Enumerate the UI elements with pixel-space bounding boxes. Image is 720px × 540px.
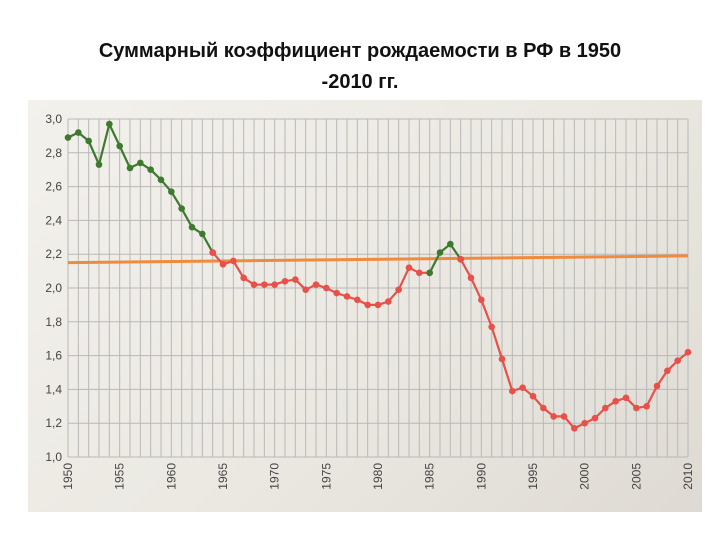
data-point [684,348,692,356]
x-tick-label: 1970 [268,463,282,490]
x-tick-label: 1990 [474,463,488,490]
x-tick-label: 2000 [578,463,592,490]
data-point [664,367,671,375]
x-tick-label: 2005 [629,463,643,490]
data-point [95,161,103,168]
x-tick-label: 1955 [113,463,127,490]
data-point [219,261,227,268]
data-point [157,176,165,184]
data-point [488,323,495,331]
data-point [571,424,578,432]
data-point [281,277,289,285]
data-point [116,142,123,150]
data-point [653,382,661,390]
data-point [405,264,413,272]
data-point [75,129,82,136]
data-point [509,387,516,395]
data-point [64,134,72,141]
data-point [147,166,154,173]
data-point [209,249,216,256]
data-point [354,296,361,304]
data-point [612,397,619,405]
data-point [519,384,526,392]
data-point [271,281,278,288]
chart-photo: 1,0 1,2 1,4 1,6 1,8 2,0 2,2 2,4 2,6 2,8 3,0 1950 19… [28,100,702,512]
data-point [261,281,268,288]
x-tick-label: 2010 [681,463,695,490]
data-point [550,413,557,420]
data-point [395,286,402,293]
data-point [126,164,134,172]
data-point [323,284,330,292]
data-point [602,404,609,412]
x-tick-label: 1980 [371,463,385,490]
y-tick-label: 1,2 [45,416,62,430]
data-point [137,159,144,167]
data-point [633,404,640,412]
data-point [581,419,588,427]
data-point [385,298,392,305]
data-point [230,257,237,265]
y-tick-label: 1,6 [45,349,62,363]
data-point [312,281,320,288]
y-tick-label: 2,2 [45,247,62,261]
y-tick-label: 2,8 [45,146,62,160]
data-point [343,293,351,300]
data-point [199,230,206,238]
slide-title: Суммарный коэффициент рождаемости в РФ в… [0,36,720,98]
data-point [560,413,568,420]
x-tick-label: 1960 [164,463,178,490]
y-tick-label: 2,6 [45,180,62,194]
replacement-level-line [67,254,689,265]
data-point [302,286,309,293]
data-point [168,188,175,195]
data-point [426,269,433,277]
data-point [643,403,650,410]
data-point [498,355,506,363]
data-point [333,289,340,297]
data-point [674,357,681,364]
chart-grid [67,118,689,458]
data-point [292,276,299,283]
data-point [374,301,382,309]
x-tick-label: 1950 [61,463,75,490]
y-tick-label: 3,0 [45,112,62,126]
slide-title-line2: -2010 гг. [321,71,399,93]
y-tick-label: 1,0 [45,450,62,464]
data-point [478,296,485,304]
slide-title-line1: Суммарный коэффициент рождаемости в РФ в… [98,40,622,62]
data-point [178,205,185,212]
x-tick-label: 1995 [526,463,540,490]
data-point [457,255,464,263]
data-point [540,404,547,412]
y-tick-label: 1,8 [45,315,62,329]
x-tick-label: 1965 [216,463,230,490]
data-point [188,223,196,231]
data-point [416,269,423,277]
replacement-level-line-group [67,254,689,265]
series-line [211,251,431,306]
data-point [447,240,454,248]
x-axis-ticks: 1950 1955 1960 1965 1970 1975 1980 1985 1990 1995… [61,463,695,490]
y-tick-label: 2,4 [45,213,62,227]
data-point [106,120,113,128]
data-point [85,137,92,145]
data-point [591,414,599,422]
series-points [64,120,692,432]
data-point [250,281,258,288]
data-point [436,249,444,256]
data-point [364,301,371,309]
y-tick-label: 1,4 [45,382,62,396]
series-line [428,243,462,274]
x-tick-label: 1985 [423,463,437,490]
data-point [622,394,630,402]
y-tick-label: 2,0 [45,281,62,295]
y-axis-ticks: 1,0 1,2 1,4 1,6 1,8 2,0 2,2 2,4 2,6 2,8 3,0 [45,112,62,464]
x-tick-label: 1975 [319,463,333,490]
data-point [240,274,247,282]
data-point [467,274,475,282]
fertility-line-chart: 1,01,21,41,61,82,02,22,42,62,83,0 1950 19… [45,112,695,490]
data-point [529,392,537,400]
